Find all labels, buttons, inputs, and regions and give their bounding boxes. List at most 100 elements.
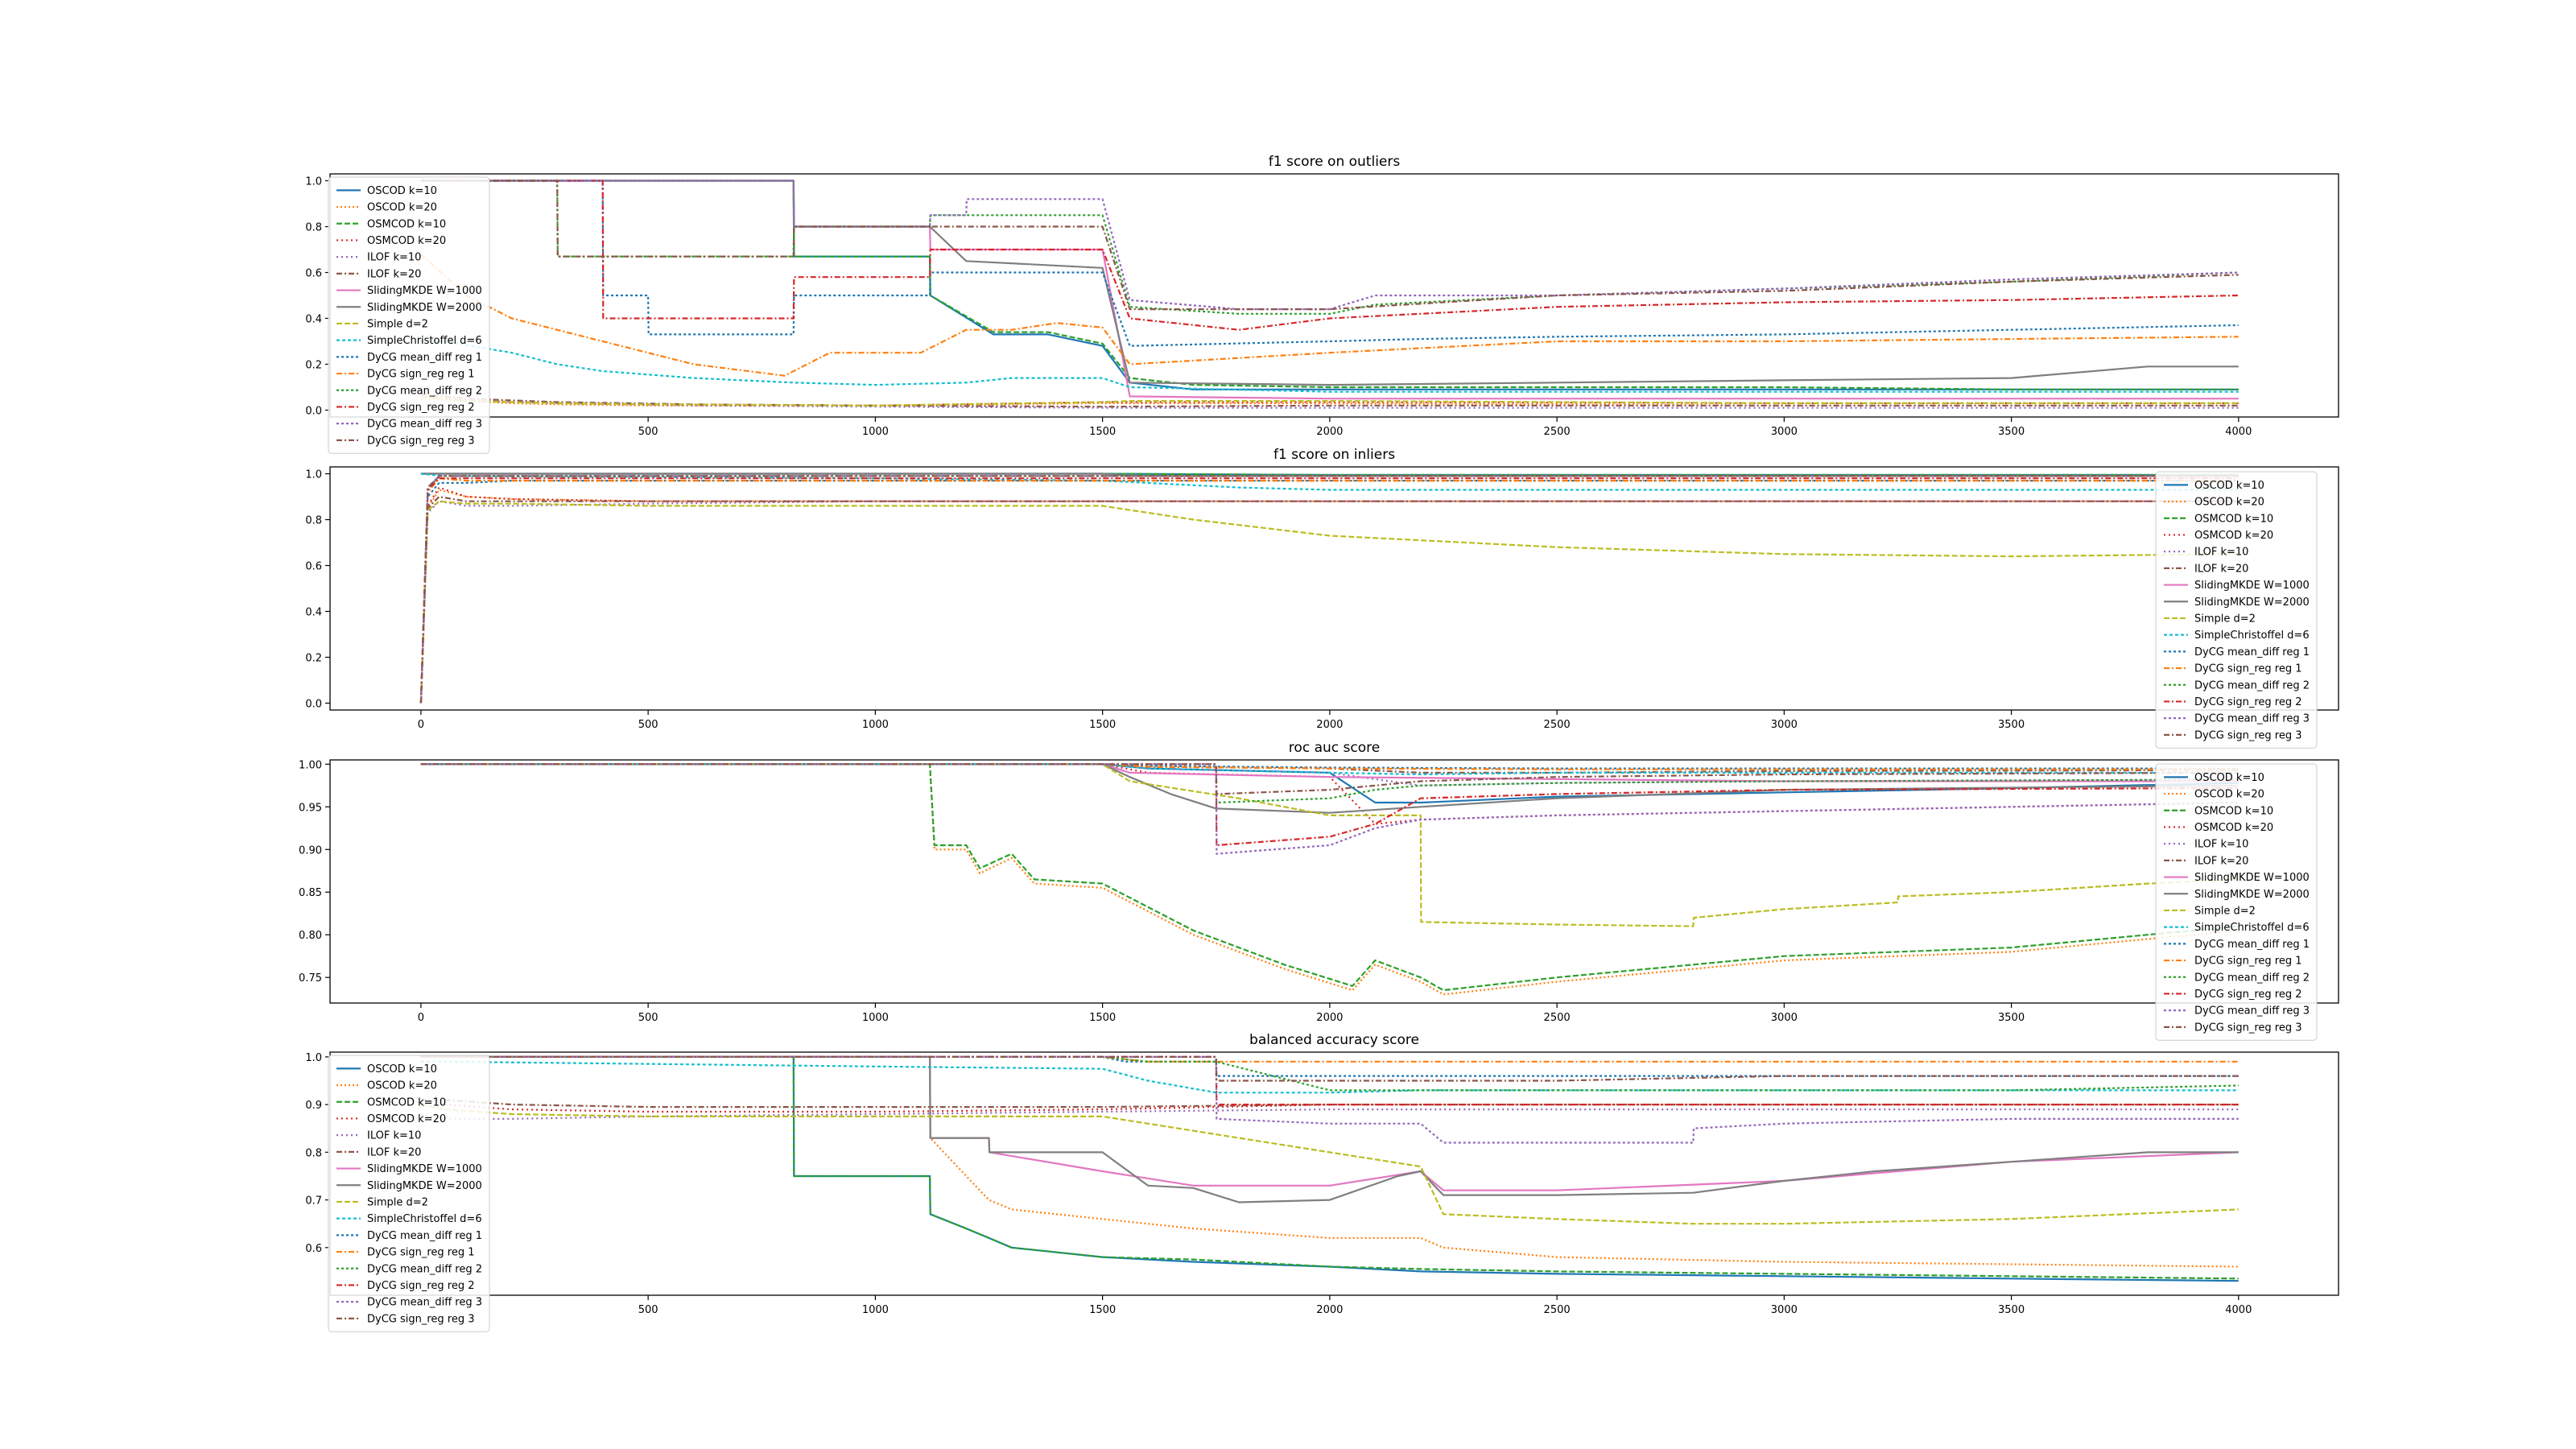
legend-label: Simple d=2: [367, 1196, 428, 1208]
series-line-slidingmkde-w-2000: [420, 1055, 2239, 1203]
legend-label: DyCG mean_diff reg 3: [2194, 1005, 2310, 1018]
legend-label: DyCG sign_reg reg 2: [367, 1280, 475, 1292]
series-line-oscod-k-20: [420, 1055, 2239, 1268]
y-tick-label: 0.4: [305, 606, 322, 618]
y-tick-label: 1.0: [305, 469, 322, 481]
series-line-dycg-sign-reg-reg-1: [419, 477, 2239, 704]
series-line-dycg-sign-reg-reg-1: [420, 253, 2239, 377]
series-line-osmcod-k-10: [420, 180, 2239, 390]
x-tick-label: 1500: [1089, 426, 1116, 438]
x-tick-label: 2000: [1316, 719, 1343, 731]
legend-label: DyCG mean_diff reg 1: [2194, 646, 2310, 658]
series-line-ilof-k-20: [420, 393, 2239, 408]
series-line-dycg-mean-diff-reg-3: [420, 180, 2239, 311]
legend-label: OSMCOD k=10: [367, 218, 446, 230]
series-line-oscod-k-10: [420, 1055, 2239, 1282]
legend-label: DyCG sign_reg reg 2: [2194, 696, 2302, 708]
y-tick-label: 0.90: [299, 844, 322, 857]
legend-label: DyCG mean_diff reg 2: [367, 1263, 482, 1275]
x-tick-label: 3500: [1998, 1304, 2025, 1316]
x-tick-label: 3000: [1771, 1012, 1798, 1024]
x-tick-label: 500: [638, 1304, 658, 1316]
legend-label: DyCG sign_reg reg 3: [2194, 1022, 2302, 1034]
y-tick-label: 0.6: [305, 561, 322, 573]
series-line-simple-d-2: [420, 395, 2239, 407]
series-line-oscod-k-20: [419, 489, 2239, 704]
legend-label: ILOF k=10: [367, 252, 421, 264]
subplot-1: f1 score on outliers 500 1000 1500 2000 2500 3…: [305, 154, 2339, 454]
y-tick-label: 0.8: [305, 222, 322, 234]
legend-label: SlidingMKDE W=1000: [367, 1163, 482, 1175]
series-line-dycg-sign-reg-reg-2: [419, 477, 2239, 704]
x-tick-label: 3000: [1771, 719, 1798, 731]
legend-label: DyCG sign_reg reg 1: [2194, 663, 2302, 675]
y-tick-label: 0.2: [305, 652, 322, 664]
x-tick-label: 2000: [1316, 1304, 1343, 1316]
subplot-3: roc auc score 0 500 1000 1500 2000 2500 3000 350…: [299, 740, 2339, 1041]
legend-label: ILOF k=20: [2194, 855, 2248, 867]
y-tick-label: 0.7: [305, 1195, 322, 1208]
legend-label: OSCOD k=20: [367, 202, 437, 214]
chart-title: f1 score on outliers: [1269, 154, 1401, 170]
series-line-slidingmkde-w-2000: [420, 180, 2239, 386]
series-line-ilof-k-10: [420, 395, 2239, 409]
series-line-ilof-k-20: [419, 495, 2239, 704]
legend-label: OSMCOD k=10: [2194, 805, 2273, 817]
legend-label: Simple d=2: [367, 318, 428, 330]
chart-title: balanced accuracy score: [1249, 1032, 1419, 1048]
legend-label: DyCG mean_diff reg 3: [367, 1297, 482, 1309]
legend-label: OSCOD k=20: [2194, 789, 2264, 801]
x-tick-label: 2000: [1316, 1012, 1343, 1024]
legend-label: SlidingMKDE W=1000: [367, 285, 482, 297]
x-tick-label: 2500: [1544, 1012, 1571, 1024]
x-tick-label: 2500: [1544, 1304, 1571, 1316]
x-tick-label: 1000: [862, 1012, 889, 1024]
series-line-dycg-mean-diff-reg-3: [420, 1055, 2239, 1144]
legend-label: DyCG sign_reg reg 3: [2194, 729, 2302, 741]
legend-label: OSMCOD k=20: [367, 1113, 446, 1125]
series-line-dycg-sign-reg-reg-2: [420, 180, 2239, 331]
legend-label: SlidingMKDE W=1000: [2194, 580, 2310, 592]
legend-label: DyCG sign_reg reg 1: [2194, 956, 2302, 968]
legend-label: ILOF k=20: [2194, 563, 2248, 575]
y-tick-label: 0.0: [305, 405, 322, 417]
y-tick-label: 0.95: [299, 802, 322, 814]
legend-label: OSCOD k=10: [367, 1063, 437, 1075]
legend-label: Simple d=2: [2194, 905, 2256, 917]
x-tick-label: 500: [638, 1012, 658, 1024]
legend-label: DyCG sign_reg reg 3: [367, 1313, 475, 1325]
legend-label: SlidingMKDE W=1000: [2194, 872, 2310, 884]
x-tick-label: 2000: [1316, 426, 1343, 438]
y-tick-label: 0.8: [305, 515, 322, 527]
series-line-dycg-mean-diff-reg-2: [420, 763, 2239, 804]
series-line-osmcod-k-20: [419, 486, 2239, 704]
series-line-dycg-mean-diff-reg-1: [419, 480, 2239, 704]
x-tick-label: 1000: [862, 719, 889, 731]
legend-label: SlidingMKDE W=2000: [367, 1180, 482, 1192]
series-line-dycg-mean-diff-reg-2: [420, 1055, 2239, 1092]
y-tick-label: 0.2: [305, 359, 322, 371]
legend-label: DyCG sign_reg reg 1: [367, 369, 475, 381]
legend-box: [328, 176, 490, 454]
legend-label: DyCG mean_diff reg 2: [367, 385, 482, 397]
legend-box: [2155, 471, 2318, 749]
legend-label: SlidingMKDE W=2000: [2194, 889, 2310, 901]
x-tick-label: 1500: [1089, 1012, 1116, 1024]
series-line-dycg-mean-diff-reg-3: [420, 763, 2239, 855]
legend-label: OSCOD k=10: [367, 185, 437, 197]
series-line-dycg-mean-diff-reg-1: [420, 1055, 2239, 1077]
legend-label: DyCG sign_reg reg 1: [367, 1247, 475, 1259]
y-tick-label: 1.0: [305, 176, 322, 188]
legend-label: OSMCOD k=20: [367, 235, 446, 247]
x-tick-label: 0: [418, 719, 424, 731]
legend-label: OSCOD k=20: [367, 1080, 437, 1092]
x-tick-label: 1000: [862, 1304, 889, 1316]
y-tick-label: 0.9: [305, 1100, 322, 1112]
x-tick-label: 3000: [1771, 426, 1798, 438]
series-line-ilof-k-20: [420, 1099, 2239, 1108]
legend-label: OSMCOD k=10: [367, 1096, 446, 1108]
legend: OSCOD k=10 OSCOD k=20 OSMCOD k=10 OSMCOD k=…: [2155, 763, 2318, 1041]
legend-box: [2155, 763, 2318, 1041]
subplot-2: f1 score on inliers 0 500 1000 1500 2000 2500 3…: [305, 447, 2339, 749]
